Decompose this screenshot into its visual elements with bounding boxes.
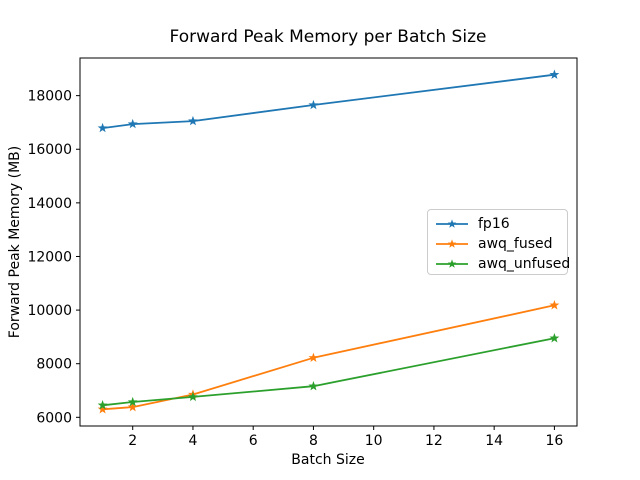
legend-label: fp16	[478, 216, 510, 232]
x-tick-label: 12	[425, 433, 443, 449]
legend-line-sample-icon	[436, 239, 468, 248]
series-marker-awq_fused	[97, 404, 108, 414]
y-tick-label: 6000	[36, 410, 72, 426]
legend-entry-fp16: fp16	[435, 214, 561, 234]
x-tick-label: 2	[128, 433, 137, 449]
series-marker-fp16	[97, 122, 108, 133]
series-marker-fp16	[188, 115, 198, 126]
series-line-fp16	[102, 73, 555, 129]
legend-label: awq_fused	[478, 236, 553, 252]
y-tick-label: 16000	[27, 142, 72, 158]
series-marker-awq_fused	[549, 300, 560, 310]
series-marker-awq_unfused	[308, 381, 319, 391]
series-marker-fp16	[127, 118, 138, 129]
x-tick-label: 16	[545, 433, 563, 449]
series-marker-fp16	[308, 99, 319, 110]
y-tick-label: 18000	[27, 89, 72, 105]
series-line-awq_fused	[102, 304, 555, 411]
chart-title: Forward Peak Memory per Batch Size	[169, 27, 487, 47]
y-tick-label: 12000	[27, 249, 72, 265]
series-marker-awq_fused	[308, 352, 319, 363]
legend-entry-awq_unfused: awq_unfused	[435, 254, 570, 274]
series-marker-awq_unfused	[188, 391, 198, 402]
legend-box: fp16 awq_fused awq_unfused	[427, 209, 570, 275]
x-tick-label: 10	[365, 433, 383, 449]
legend-label: awq_unfused	[478, 256, 571, 272]
y-tick-label: 14000	[27, 196, 72, 212]
x-tick-label: 14	[485, 433, 503, 449]
x-tick-label: 6	[249, 433, 258, 449]
x-tick-label: 4	[188, 433, 197, 449]
series-marker-awq_fused	[127, 401, 138, 412]
legend-line-sample-icon	[436, 219, 468, 228]
series-marker-awq_unfused	[127, 396, 138, 407]
x-tick-label: 8	[309, 433, 318, 449]
legend-line-sample-icon	[436, 259, 468, 268]
series-line-awq_unfused	[102, 337, 555, 407]
x-axis-label: Batch Size	[291, 452, 365, 468]
y-tick-label: 10000	[27, 303, 72, 319]
y-tick-label: 8000	[36, 357, 72, 373]
series-marker-fp16	[549, 69, 560, 79]
series-marker-awq_unfused	[97, 400, 108, 410]
legend-entry-awq_fused: awq_fused	[435, 234, 561, 254]
axes-spines	[79, 57, 578, 427]
series-marker-awq_unfused	[549, 333, 560, 343]
